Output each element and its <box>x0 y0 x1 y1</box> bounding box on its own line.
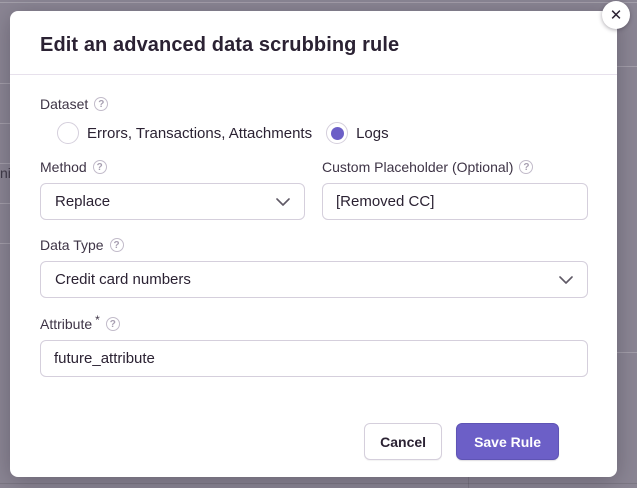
data-type-field: Data Type ? Credit card numbers <box>40 237 588 298</box>
radio-selected-icon[interactable] <box>326 122 349 144</box>
backdrop-row-divider <box>0 483 637 484</box>
method-label: Method <box>40 159 87 175</box>
method-field: Method ? Replace <box>40 159 305 220</box>
attribute-input[interactable] <box>40 340 588 377</box>
backdrop-row-divider <box>0 163 10 164</box>
method-label-row: Method ? <box>40 159 305 175</box>
modal-title: Edit an advanced data scrubbing rule <box>40 34 400 56</box>
backdrop-row-divider <box>617 352 637 353</box>
backdrop-row-divider <box>0 243 10 244</box>
backdrop-row-divider <box>0 123 10 124</box>
radio-unselected-icon[interactable] <box>57 122 79 144</box>
dataset-label-row: Dataset ? <box>40 96 588 112</box>
help-icon[interactable]: ? <box>92 160 107 174</box>
backdrop-row-divider <box>0 203 10 204</box>
dataset-field: Dataset ? Errors, Transactions, Attachme… <box>40 96 588 144</box>
attribute-field: Attribute * ? <box>40 313 588 377</box>
backdrop-row-divider <box>0 2 637 3</box>
method-placeholder-row: Method ? Replace Custom Placeholder (Opt… <box>40 159 588 220</box>
dataset-label: Dataset <box>40 96 89 112</box>
modal-footer: Cancel Save Rule <box>40 377 588 460</box>
data-type-select[interactable]: Credit card numbers <box>40 261 588 298</box>
close-button[interactable]: ✕ <box>602 1 630 29</box>
radio-option-label: Errors, Transactions, Attachments <box>87 124 313 142</box>
backdrop-row-divider <box>0 83 10 84</box>
method-select-value: Replace <box>55 193 111 210</box>
radio-option-logs[interactable]: Logs <box>326 122 389 144</box>
chevron-down-icon <box>559 275 573 284</box>
help-icon[interactable]: ? <box>519 160 534 174</box>
custom-placeholder-field: Custom Placeholder (Optional) ? <box>322 159 588 220</box>
chevron-down-icon <box>276 197 290 206</box>
backdrop-column-divider <box>468 477 469 488</box>
modal-body: Dataset ? Errors, Transactions, Attachme… <box>10 75 617 460</box>
help-icon[interactable]: ? <box>109 238 124 252</box>
save-rule-button[interactable]: Save Rule <box>456 423 559 460</box>
backdrop-row-divider <box>617 66 637 67</box>
custom-placeholder-label: Custom Placeholder (Optional) <box>322 159 514 175</box>
dataset-radio-group: Errors, Transactions, Attachments Logs <box>57 122 588 144</box>
method-select[interactable]: Replace <box>40 183 305 220</box>
help-icon[interactable]: ? <box>94 97 109 111</box>
help-icon[interactable]: ? <box>105 317 120 331</box>
required-asterisk: * <box>95 313 100 327</box>
data-type-label-row: Data Type ? <box>40 237 588 253</box>
close-icon: ✕ <box>609 6 623 24</box>
custom-placeholder-input[interactable] <box>322 183 588 220</box>
custom-placeholder-label-row: Custom Placeholder (Optional) ? <box>322 159 588 175</box>
cancel-button[interactable]: Cancel <box>364 423 443 460</box>
attribute-label: Attribute <box>40 316 93 332</box>
attribute-label-row: Attribute * ? <box>40 313 588 332</box>
data-type-select-value: Credit card numbers <box>55 271 191 288</box>
modal-header: Edit an advanced data scrubbing rule <box>10 11 617 75</box>
radio-option-label: Logs <box>356 124 389 142</box>
data-type-label: Data Type <box>40 237 104 253</box>
backdrop-clipped-text: niz <box>0 165 12 181</box>
radio-option-errors-transactions-attachments[interactable]: Errors, Transactions, Attachments <box>57 122 312 144</box>
edit-data-scrubbing-rule-modal: Edit an advanced data scrubbing rule Dat… <box>10 11 617 477</box>
